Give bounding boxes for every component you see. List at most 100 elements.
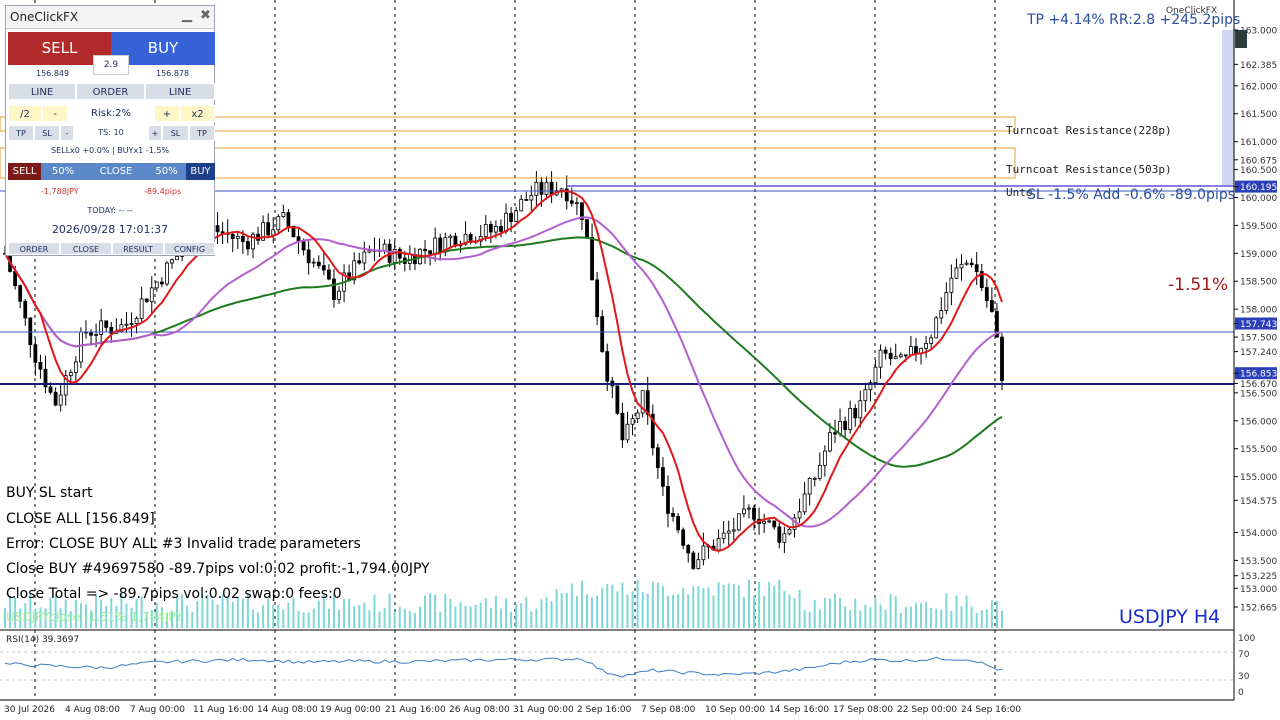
panel-titlebar[interactable]: OneClickFX ▁ ✖ — [6, 6, 214, 29]
price-tick-label: 157.240 — [1240, 348, 1277, 358]
candle-body — [736, 513, 741, 531]
price-tick-label: 161.500 — [1240, 110, 1277, 120]
ts-plus-button[interactable]: + — [148, 125, 162, 141]
volume-bar — [95, 593, 98, 628]
candle-body — [893, 356, 898, 360]
faded-status-text: USDJPYclose -1.51% 1,794JPY — [6, 610, 183, 624]
volume-bar — [317, 600, 320, 628]
volume-bar — [666, 595, 669, 628]
volume-bar — [570, 583, 573, 628]
candle-body — [954, 267, 959, 279]
candle-body — [833, 432, 837, 435]
close-all-button[interactable]: CLOSE — [85, 163, 147, 180]
risk-plus-button[interactable]: + — [154, 105, 180, 122]
volume-bar — [29, 593, 32, 628]
volume-bar — [732, 583, 735, 628]
scroll-marker[interactable] — [1235, 30, 1247, 48]
tp-right-button[interactable]: TP — [189, 125, 215, 141]
candle-body — [762, 520, 767, 524]
volume-bar — [995, 600, 998, 628]
candle-body — [499, 226, 503, 232]
price-tick-label: 160.675 — [1240, 156, 1277, 166]
oneclickfx-panel[interactable]: OneClickFX ▁ ✖ SELL BUY 2.9 156.849 156.… — [5, 5, 215, 256]
risk-value[interactable]: Risk:2% — [68, 105, 154, 122]
tab-result[interactable]: RESULT — [112, 242, 164, 255]
rsi-label: RSI(14) 39.3697 — [6, 635, 80, 645]
candle-body — [868, 382, 873, 391]
sell-button[interactable]: SELL — [8, 32, 111, 65]
order-button[interactable]: ORDER — [76, 83, 145, 100]
close-50-left-button[interactable]: 50% — [41, 163, 85, 180]
price-tick-label: 152.665 — [1240, 604, 1277, 614]
volume-bar — [677, 594, 680, 628]
trailing-stop-value[interactable]: TS: 10 — [74, 125, 148, 141]
volume-bar — [302, 612, 305, 628]
close-icon[interactable]: ✖ — [200, 8, 211, 23]
tab-close[interactable]: CLOSE — [60, 242, 112, 255]
volume-bar — [712, 595, 715, 628]
candle-body — [392, 248, 397, 263]
close-buy-button[interactable]: BUY — [186, 163, 215, 180]
volume-bar — [74, 600, 77, 628]
profit-loss-pips: -89.4pips — [144, 187, 182, 196]
volume-bar — [768, 581, 771, 628]
volume-bar — [965, 595, 968, 628]
candle-body — [777, 526, 782, 543]
price-axis-highlight — [1235, 180, 1277, 193]
candle-body — [524, 199, 529, 201]
volume-bar — [621, 582, 624, 628]
rsi-tick-label: 100 — [1238, 634, 1255, 644]
tp-left-button[interactable]: TP — [8, 125, 34, 141]
time-tick-label: 26 Aug 08:00 — [449, 705, 510, 715]
volume-bar — [586, 594, 589, 628]
risk-minus-button[interactable]: - — [42, 105, 68, 122]
double-button[interactable]: x2 — [180, 105, 215, 122]
resistance-zone-1[interactable] — [0, 116, 1016, 132]
volume-bar — [135, 599, 138, 628]
half-button[interactable]: /2 — [8, 105, 42, 122]
candle-body — [995, 311, 999, 338]
line-left-button[interactable]: LINE — [8, 83, 76, 100]
minimize-icon[interactable]: ▁ — [182, 8, 192, 23]
volume-bar — [611, 584, 614, 628]
volume-bar — [145, 612, 148, 628]
candle-body — [701, 545, 706, 561]
ma-mid-line — [4, 216, 1003, 528]
volume-bar — [90, 610, 93, 628]
candle-body — [468, 233, 473, 243]
price-tick-label: 162.385 — [1240, 61, 1277, 71]
close-50-right-button[interactable]: 50% — [147, 163, 186, 180]
price-tick-label: 159.000 — [1240, 250, 1277, 260]
sl-right-button[interactable]: SL — [162, 125, 189, 141]
volume-bar — [783, 590, 786, 628]
line-right-button[interactable]: LINE — [145, 83, 215, 100]
volume-bar — [398, 606, 401, 628]
stop-loss-info: SL -1.5% Add -0.6% -89.0pips — [1027, 187, 1236, 203]
resistance-zone-2[interactable] — [0, 147, 1016, 179]
candle-body — [357, 260, 362, 264]
tab-config[interactable]: CONFIG — [164, 242, 215, 255]
ts-minus-button[interactable]: - — [60, 125, 74, 141]
tab-order[interactable]: ORDER — [8, 242, 60, 255]
candle-body — [655, 447, 660, 469]
candle-body — [686, 544, 691, 554]
candle-body — [969, 262, 974, 266]
volume-bar — [383, 608, 386, 628]
volume-bar — [899, 612, 902, 628]
rsi-tick-label: 70 — [1238, 650, 1250, 660]
close-sell-button[interactable]: SELL — [8, 163, 41, 180]
volume-bar — [322, 594, 325, 628]
candle-body — [681, 529, 686, 546]
candle-body — [94, 333, 98, 336]
volume-bar — [945, 593, 948, 628]
candle-body — [291, 225, 296, 238]
candle-body — [534, 181, 539, 196]
candle-body — [509, 212, 513, 222]
candle-body — [741, 508, 746, 515]
volume-bar — [246, 593, 249, 628]
candle-body — [28, 317, 33, 346]
volume-bar — [737, 585, 740, 628]
sl-left-button[interactable]: SL — [34, 125, 60, 141]
volume-bar — [418, 606, 421, 628]
